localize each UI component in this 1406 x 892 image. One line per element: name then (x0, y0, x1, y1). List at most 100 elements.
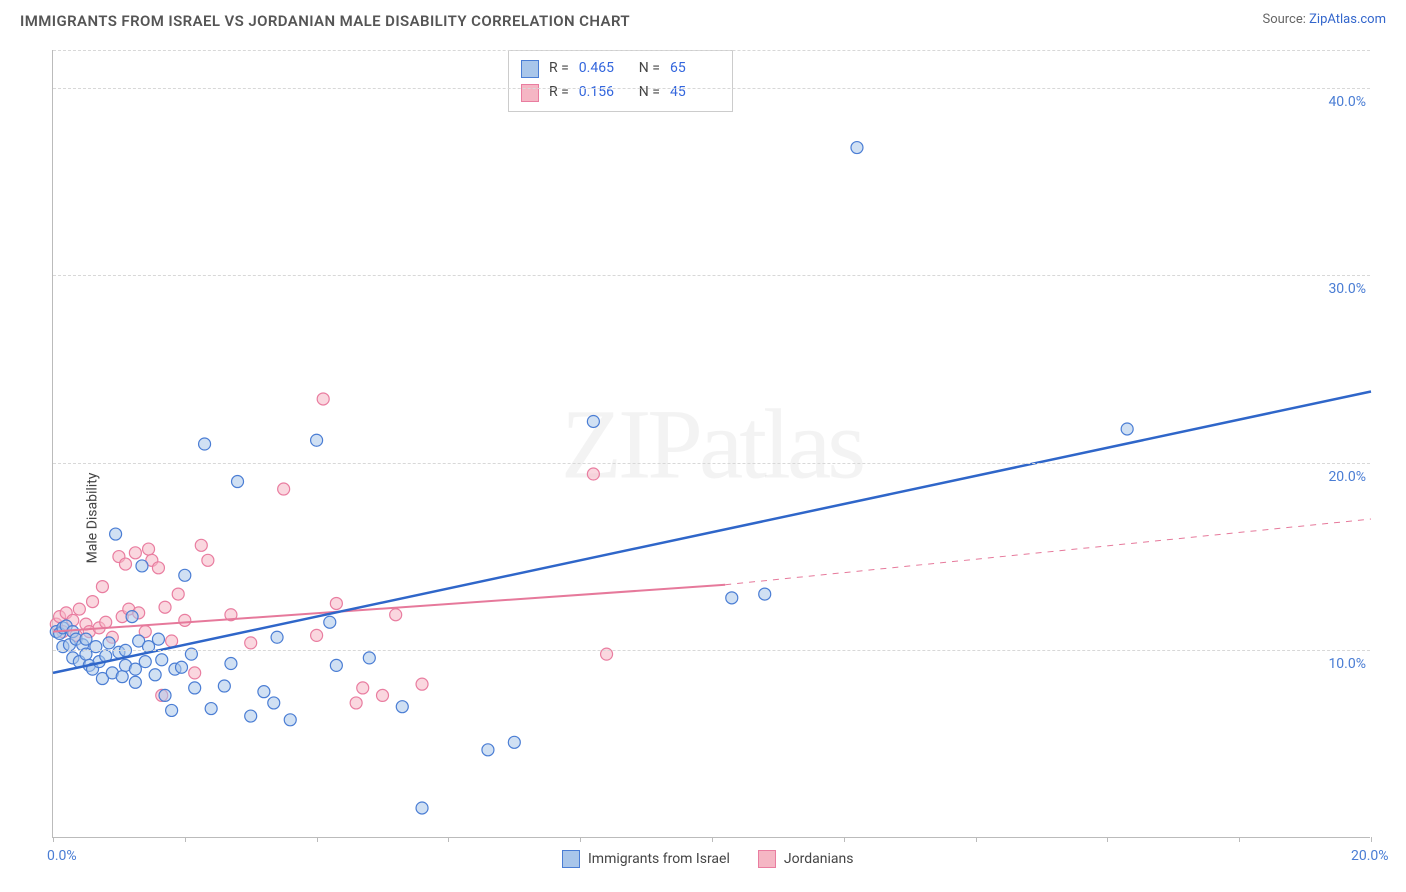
data-point (166, 635, 178, 647)
r-value: 0.156 (579, 81, 629, 105)
data-point (278, 483, 290, 495)
data-point (136, 560, 148, 572)
data-point (377, 689, 389, 701)
source-link[interactable]: ZipAtlas.com (1309, 12, 1386, 27)
data-point (587, 468, 599, 480)
data-point (103, 637, 115, 649)
data-point (416, 802, 428, 814)
data-point (179, 569, 191, 581)
legend-series: Immigrants from Israel Jordanians (562, 850, 853, 868)
xtick (1239, 837, 1240, 842)
trend-line (725, 519, 1371, 585)
data-point (116, 671, 128, 683)
r-label: R = (549, 57, 569, 81)
data-point (330, 659, 342, 671)
xtick (580, 837, 581, 842)
data-point (159, 689, 171, 701)
data-point (166, 704, 178, 716)
data-point (245, 710, 257, 722)
data-point (311, 629, 323, 641)
data-point (482, 744, 494, 756)
data-point (357, 682, 369, 694)
r-value: 0.465 (579, 57, 629, 81)
gridline (53, 50, 1370, 51)
xtick-label: 20.0% (1351, 848, 1389, 864)
data-point (317, 393, 329, 405)
pink-swatch-icon (758, 850, 776, 868)
data-point (218, 680, 230, 692)
xtick (712, 837, 713, 842)
data-point (139, 656, 151, 668)
data-point (176, 661, 188, 673)
data-point (350, 697, 362, 709)
data-point (179, 614, 191, 626)
data-point (225, 658, 237, 670)
data-point (851, 142, 863, 154)
trend-line (53, 585, 725, 632)
data-point (759, 588, 771, 600)
source-label: Source: ZipAtlas.com (1262, 12, 1386, 27)
blue-swatch-icon (521, 60, 539, 78)
data-point (195, 539, 207, 551)
data-point (330, 597, 342, 609)
data-point (232, 476, 244, 488)
data-point (129, 676, 141, 688)
gridline (53, 650, 1370, 651)
xtick (976, 837, 977, 842)
xtick (53, 837, 54, 842)
data-point (143, 543, 155, 555)
data-point (149, 669, 161, 681)
data-point (396, 701, 408, 713)
data-point (119, 558, 131, 570)
data-point (100, 616, 112, 628)
data-point (126, 611, 138, 623)
xtick (844, 837, 845, 842)
data-point (508, 736, 520, 748)
data-point (390, 609, 402, 621)
legend-correlation: R =0.465N =65R =0.156N =45 (508, 50, 733, 112)
data-point (152, 562, 164, 574)
data-point (324, 616, 336, 628)
xtick (185, 837, 186, 842)
data-point (271, 631, 283, 643)
gridline (53, 463, 1370, 464)
data-point (245, 637, 257, 649)
legend-item-label: Jordanians (784, 851, 854, 867)
source-prefix: Source: (1262, 12, 1309, 27)
y-axis-label: Male Disability (84, 473, 100, 564)
data-point (205, 703, 217, 715)
data-point (87, 596, 99, 608)
gridline (53, 275, 1370, 276)
xtick (1371, 837, 1372, 842)
data-point (587, 415, 599, 427)
data-point (199, 438, 211, 450)
ytick-label: 10.0% (1316, 656, 1366, 672)
plot-area: ZIPatlas Male Disability R =0.465N =65R … (52, 50, 1370, 838)
xtick (317, 837, 318, 842)
ytick-label: 40.0% (1316, 94, 1366, 110)
data-point (110, 528, 122, 540)
data-point (268, 697, 280, 709)
data-point (73, 603, 85, 615)
data-point (129, 547, 141, 559)
pink-swatch-icon (521, 84, 539, 102)
data-point (189, 682, 201, 694)
data-point (311, 434, 323, 446)
gridline (53, 88, 1370, 89)
data-point (258, 686, 270, 698)
legend-item: Immigrants from Israel (562, 850, 730, 868)
xtick-label: 0.0% (47, 848, 77, 864)
data-point (284, 714, 296, 726)
legend-row: R =0.156N =45 (521, 81, 720, 105)
ytick-label: 30.0% (1316, 281, 1366, 297)
xtick (448, 837, 449, 842)
trend-line (53, 391, 1371, 672)
legend-row: R =0.465N =65 (521, 57, 720, 81)
data-point (172, 588, 184, 600)
legend-item: Jordanians (758, 850, 854, 868)
data-point (159, 601, 171, 613)
n-value: 45 (670, 81, 720, 105)
r-label: R = (549, 81, 569, 105)
data-point (96, 581, 108, 593)
data-point (726, 592, 738, 604)
